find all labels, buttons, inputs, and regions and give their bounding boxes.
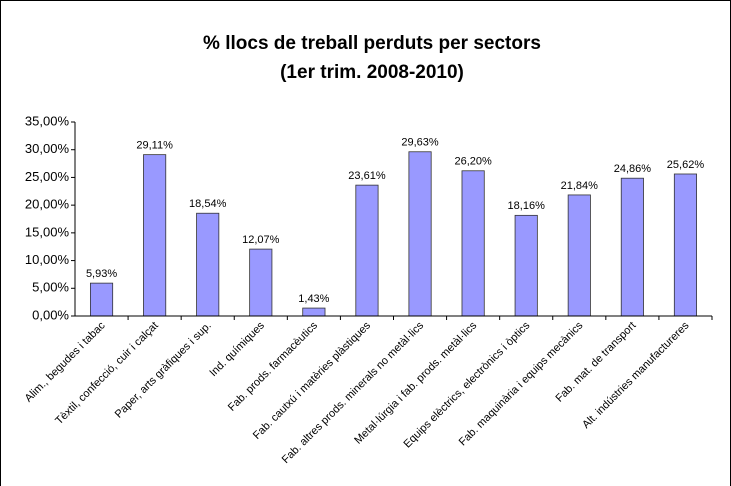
y-tick-label: 20,00% [25,197,70,212]
value-label: 18,54% [189,198,227,210]
value-label: 26,20% [454,156,492,168]
value-label: 25,62% [667,159,705,171]
bar [461,170,485,317]
bar [89,282,114,317]
y-tick-label: 0,00% [32,307,69,322]
bar [143,154,167,317]
value-label: 12,07% [242,234,280,246]
value-label: 21,84% [561,180,599,192]
y-tick-label: 25,00% [25,169,70,184]
value-label: 29,63% [401,137,439,149]
y-tick-label: 10,00% [25,252,70,267]
chart-title: % llocs de treball perduts per sectors [203,33,541,54]
bar [355,184,379,317]
bar [408,151,432,317]
value-label: 24,86% [614,163,652,175]
bar [567,194,591,317]
bar [514,214,538,317]
value-label: 18,16% [508,200,546,212]
value-label: 29,11% [136,140,173,152]
bar [302,307,326,317]
chart-subtitle: (1er trim. 2008-2010) [280,62,464,83]
bar [249,248,273,317]
value-label: 5,93% [86,268,117,280]
bar [620,177,644,317]
y-tick-label: 15,00% [25,224,70,239]
y-tick-label: 35,00% [25,113,70,128]
y-tick-label: 30,00% [25,141,70,156]
value-label: 23,61% [348,170,386,182]
bar [196,212,220,317]
value-label: 1,43% [298,293,329,305]
y-tick-label: 5,00% [32,280,69,295]
bar [673,173,698,317]
